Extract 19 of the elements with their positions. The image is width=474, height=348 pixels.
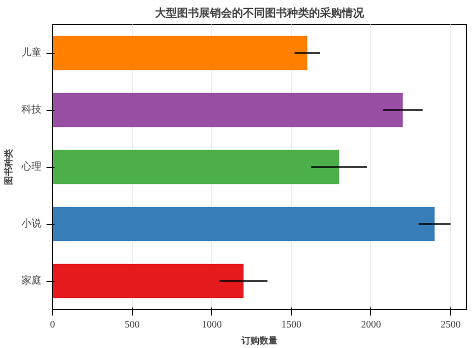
y-tick-label: 科技 bbox=[22, 104, 42, 116]
bar bbox=[52, 206, 435, 242]
bar bbox=[52, 92, 403, 128]
y-tick-label: 心理 bbox=[20, 160, 42, 172]
bar bbox=[52, 150, 340, 184]
x-tick-label: 1500 bbox=[281, 320, 302, 330]
x-axis-title: 订购数量 bbox=[240, 336, 278, 346]
y-tick-label: 家庭 bbox=[22, 274, 42, 286]
bar bbox=[52, 264, 244, 298]
x-tick-label: 1000 bbox=[202, 320, 222, 330]
x-tick-label: 2500 bbox=[440, 320, 461, 330]
chart-title: 大型图书展销会的不同图书种类的采购情况 bbox=[155, 6, 365, 20]
bar bbox=[52, 36, 308, 70]
y-axis-title: 图书种类 bbox=[4, 149, 14, 185]
x-tick-label: 2000 bbox=[360, 320, 381, 330]
y-tick-label: 小说 bbox=[22, 218, 42, 230]
x-tick-label: 0 bbox=[50, 320, 55, 330]
y-tick-label: 儿童 bbox=[22, 46, 42, 58]
x-tick-label: 500 bbox=[124, 320, 140, 330]
